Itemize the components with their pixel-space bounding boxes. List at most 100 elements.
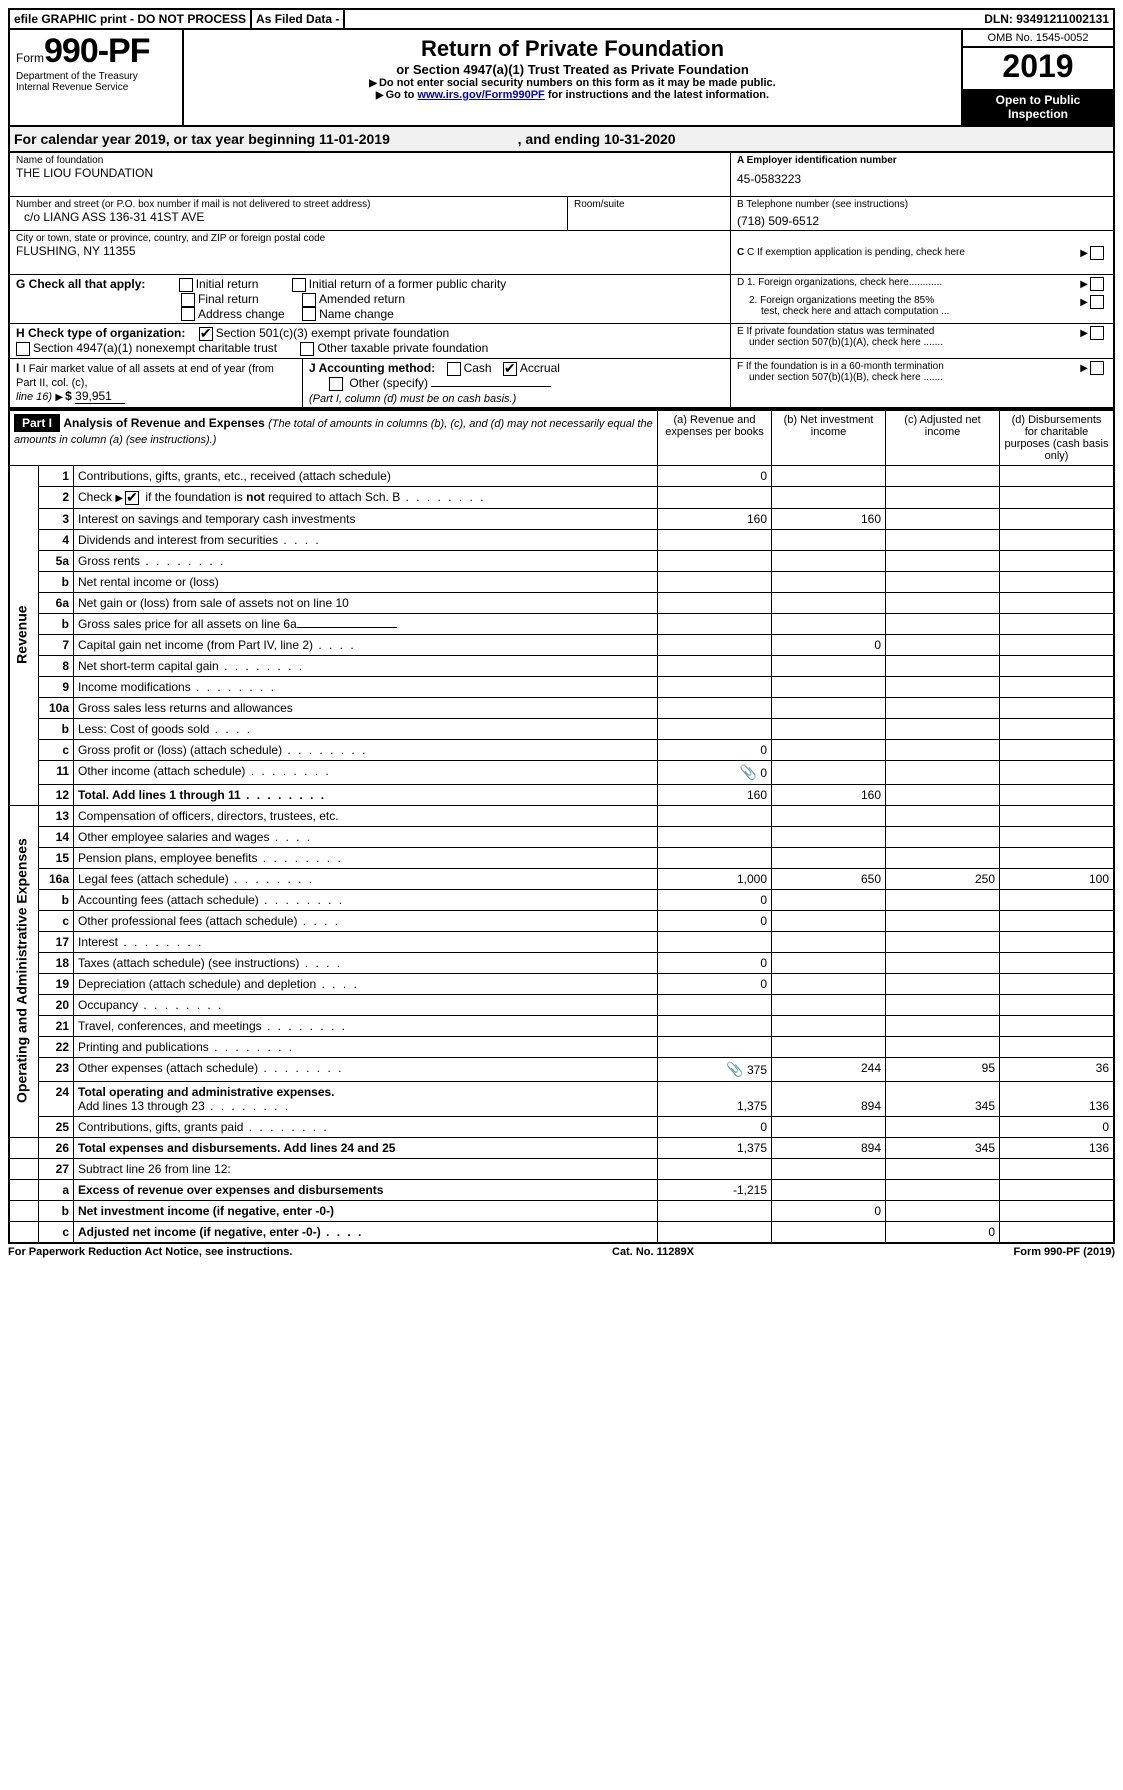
name-ein-row: Name of foundation THE LIOU FOUNDATION A…	[8, 153, 1115, 197]
form-id-cell: Form990-PF Department of the Treasury In…	[10, 30, 184, 125]
header-right: OMB No. 1545-0052 2019 Open to Public In…	[961, 30, 1113, 125]
checkbox-e[interactable]	[1090, 326, 1104, 340]
i-label: I Fair market value of all assets at end…	[16, 363, 274, 389]
arrow-icon	[369, 77, 379, 89]
row-9-desc: Income modifications	[74, 676, 658, 697]
name-label: Name of foundation	[16, 155, 724, 166]
e-line1: E If private foundation status was termi…	[737, 326, 934, 337]
row-1-desc: Contributions, gifts, grants, etc., rece…	[74, 465, 658, 486]
row-16a-desc: Legal fees (attach schedule)	[74, 868, 658, 889]
row-17-desc: Interest	[74, 931, 658, 952]
footer-mid: Cat. No. 11289X	[612, 1246, 694, 1258]
g-label: G Check all that apply:	[16, 277, 145, 291]
checkbox-addr-change[interactable]	[181, 307, 195, 321]
attachment-icon[interactable]: 📎	[726, 1061, 743, 1077]
checkbox-d2[interactable]	[1090, 295, 1104, 309]
dln-label: DLN: 93491211002131	[980, 10, 1113, 28]
checkbox-sch-b[interactable]	[125, 491, 139, 505]
row-16b-desc: Accounting fees (attach schedule)	[74, 889, 658, 910]
tax-year: 2019	[963, 48, 1113, 89]
row-18-desc: Taxes (attach schedule) (see instruction…	[74, 952, 658, 973]
top-bar: efile GRAPHIC print - DO NOT PROCESS As …	[8, 8, 1115, 30]
header-center: Return of Private Foundation or Section …	[184, 30, 961, 125]
part1-table: Part I Analysis of Revenue and Expenses …	[8, 409, 1115, 1244]
row-5b-desc: Net rental income or (loss)	[74, 571, 658, 592]
city-value: FLUSHING, NY 11355	[16, 244, 724, 258]
col-d-header: (d) Disbursements for charitable purpose…	[1000, 410, 1115, 466]
f-line2: under section 507(b)(1)(B), check here .…	[737, 372, 943, 383]
d1-label: D 1. Foreign organizations, check here	[737, 277, 909, 288]
irs-link[interactable]: www.irs.gov/Form990PF	[417, 89, 544, 101]
footer: For Paperwork Reduction Act Notice, see …	[8, 1244, 1115, 1258]
g-d-row: G Check all that apply: Initial return I…	[8, 275, 1115, 324]
form-header: Form990-PF Department of the Treasury In…	[8, 30, 1115, 127]
foundation-name: THE LIOU FOUNDATION	[16, 166, 724, 180]
row-26-desc: Total expenses and disbursements. Add li…	[74, 1137, 658, 1158]
row-27b-desc: Net investment income (if negative, ente…	[74, 1200, 658, 1221]
instr-2-post: for instructions and the latest informat…	[545, 89, 769, 101]
checkbox-other-tax[interactable]	[300, 342, 314, 356]
dept-irs: Internal Revenue Service	[16, 82, 176, 93]
checkbox-final[interactable]	[181, 293, 195, 307]
footer-right: Form 990-PF (2019)	[1014, 1246, 1115, 1258]
row-19-desc: Depreciation (attach schedule) and deple…	[74, 973, 658, 994]
i-value: 39,951	[75, 389, 125, 404]
arrow-icon	[1080, 245, 1090, 259]
row-7-desc: Capital gain net income (from Part IV, l…	[74, 634, 658, 655]
ijf-row: I I Fair market value of all assets at e…	[8, 359, 1115, 409]
form-title: Return of Private Foundation	[188, 36, 957, 62]
checkbox-other-acct[interactable]	[329, 377, 343, 391]
j-label: J Accounting method:	[309, 361, 435, 375]
attachment-icon[interactable]: 📎	[740, 764, 757, 780]
expenses-side-label: Operating and Administrative Expenses	[9, 805, 39, 1137]
checkbox-amended[interactable]	[302, 293, 316, 307]
checkbox-name-change[interactable]	[302, 307, 316, 321]
row-14-desc: Other employee salaries and wages	[74, 826, 658, 847]
d2a-label: 2. Foreign organizations meeting the 85%	[749, 295, 934, 306]
d2b-label: test, check here and attach computation …	[749, 306, 949, 317]
checkbox-4947[interactable]	[16, 342, 30, 356]
row-25-desc: Contributions, gifts, grants paid	[74, 1116, 658, 1137]
checkbox-accrual[interactable]	[503, 362, 517, 376]
checkbox-cash[interactable]	[447, 362, 461, 376]
row-4-desc: Dividends and interest from securities	[74, 529, 658, 550]
asfiled-label: As Filed Data -	[252, 10, 345, 28]
arrow-icon	[1080, 363, 1090, 374]
row-2-desc: Check if the foundation is not required …	[74, 486, 658, 508]
checkbox-initial-former[interactable]	[292, 278, 306, 292]
checkbox-initial[interactable]	[179, 278, 193, 292]
checkbox-f[interactable]	[1090, 361, 1104, 375]
cal-year-b: , and ending 10-31-2020	[518, 131, 676, 147]
row-16c-desc: Other professional fees (attach schedule…	[74, 910, 658, 931]
h-label: H Check type of organization:	[16, 326, 185, 340]
arrow-icon	[1080, 297, 1090, 308]
ein-label: A Employer identification number	[737, 155, 1107, 166]
row-23-desc: Other expenses (attach schedule)	[74, 1057, 658, 1081]
arrow-icon	[115, 490, 125, 504]
form-subtitle: or Section 4947(a)(1) Trust Treated as P…	[188, 62, 957, 77]
row-11-desc: Other income (attach schedule)	[74, 760, 658, 784]
city-c-row: City or town, state or province, country…	[8, 231, 1115, 275]
row-3-desc: Interest on savings and temporary cash i…	[74, 508, 658, 529]
row-5a-desc: Gross rents	[74, 550, 658, 571]
addr-value: c/o LIANG ASS 136-31 41ST AVE	[16, 210, 561, 224]
row-24-desc: Total operating and administrative expen…	[74, 1081, 658, 1116]
instr-2-pre: Go to	[386, 89, 418, 101]
row-22-desc: Printing and publications	[74, 1036, 658, 1057]
arrow-icon	[1080, 328, 1090, 339]
row-15-desc: Pension plans, employee benefits	[74, 847, 658, 868]
ein-value: 45-0583223	[737, 166, 1107, 186]
col-a-header: (a) Revenue and expenses per books	[658, 410, 772, 466]
checkbox-c[interactable]	[1090, 246, 1104, 260]
checkbox-d1[interactable]	[1090, 277, 1104, 291]
row-6b-desc: Gross sales price for all assets on line…	[74, 613, 658, 634]
form-number: 990-PF	[44, 32, 150, 70]
part1-tag: Part I	[14, 414, 60, 432]
row-12-desc: Total. Add lines 1 through 11	[74, 784, 658, 805]
row-10c-desc: Gross profit or (loss) (attach schedule)	[74, 739, 658, 760]
tel-label: B Telephone number (see instructions)	[737, 199, 1107, 210]
checkbox-501c3[interactable]	[199, 327, 213, 341]
form-prefix: Form	[16, 51, 44, 65]
part1-title: Analysis of Revenue and Expenses	[63, 416, 264, 430]
f-line1: F If the foundation is in a 60-month ter…	[737, 361, 944, 372]
